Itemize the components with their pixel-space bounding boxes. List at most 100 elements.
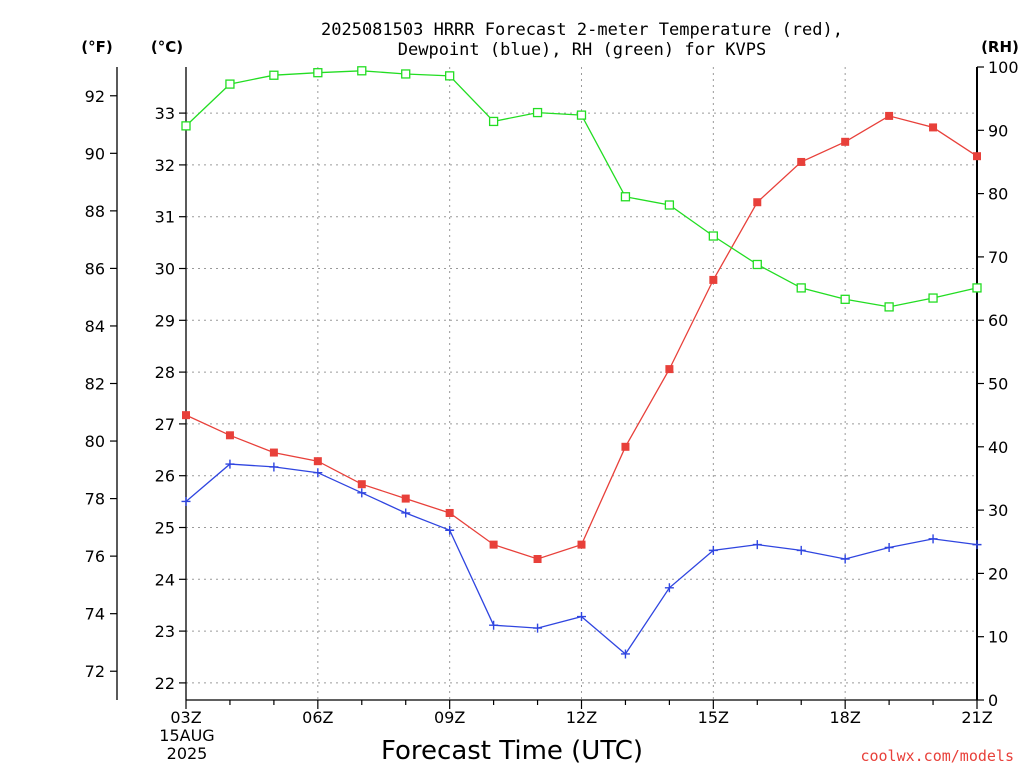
celsius-tick-label: 32 — [155, 156, 175, 175]
temperature-point — [797, 157, 806, 166]
celsius-unit-label: (°C) — [151, 38, 183, 56]
rh-point — [488, 116, 499, 127]
celsius-tick-label: 28 — [155, 363, 175, 382]
dewpoint-point — [884, 543, 894, 553]
celsius-tick-label: 24 — [155, 570, 175, 589]
x-tick-label: 21Z — [961, 708, 992, 727]
rh-tick-label: 80 — [988, 185, 1008, 204]
rh-tick-label: 40 — [988, 438, 1008, 457]
x-tick-label: 03Z — [170, 708, 201, 727]
rh-tick-label: 10 — [988, 628, 1008, 647]
rh-point — [269, 70, 279, 80]
dewpoint-point — [401, 508, 411, 518]
rh-point — [181, 121, 191, 131]
rh-point — [532, 107, 543, 118]
fahrenheit-tick-label: 86 — [85, 259, 105, 278]
temperature-point — [709, 275, 718, 284]
rh-point — [313, 68, 323, 78]
rh-point — [928, 293, 938, 303]
rh-tick-label: 0 — [988, 691, 998, 710]
fahrenheit-tick-label: 88 — [85, 202, 105, 221]
chart-title-line2: Dewpoint (blue), RH (green) for KVPS — [398, 40, 766, 60]
temperature-point — [533, 555, 542, 564]
dewpoint-point — [533, 623, 543, 633]
x-axis-label: Forecast Time (UTC) — [381, 736, 643, 766]
rh-point — [840, 294, 850, 304]
celsius-tick-label: 31 — [155, 208, 175, 227]
x-tick-label: 15Z — [698, 708, 729, 727]
axes-layer: 72 74 76 78 80 82 84 86 88 90 92 22 23 24 25 26 27 28 29 30… — [85, 58, 1019, 727]
dewpoint-point — [357, 488, 367, 498]
series-layer — [181, 66, 982, 659]
rh-point — [225, 79, 235, 89]
dewpoint-point — [796, 545, 806, 555]
x-tick-label: 06Z — [302, 708, 333, 727]
celsius-tick-label: 30 — [155, 260, 175, 279]
rh-point — [972, 283, 982, 293]
x-tick-label: 09Z — [434, 708, 465, 727]
fahrenheit-tick-label: 80 — [85, 432, 105, 451]
celsius-tick-label: 23 — [155, 622, 175, 641]
rh-point — [796, 283, 806, 293]
temperature-point — [269, 448, 278, 457]
fahrenheit-tick-label: 84 — [85, 317, 105, 336]
grid-layer — [186, 67, 977, 700]
temperature-point — [753, 198, 762, 207]
fahrenheit-tick-label: 74 — [85, 605, 105, 624]
fahrenheit-tick-label: 92 — [85, 87, 105, 106]
dewpoint-point — [664, 583, 674, 593]
rh-point — [884, 302, 894, 312]
rh-point — [576, 110, 587, 120]
rh-tick-label: 30 — [988, 501, 1008, 520]
temperature-point — [665, 365, 674, 374]
dewpoint-point — [445, 525, 455, 535]
rh-tick-label: 20 — [988, 564, 1008, 583]
rh-point — [664, 200, 675, 210]
x-tick-label: 12Z — [566, 708, 597, 727]
rh-tick-label: 90 — [988, 121, 1008, 140]
temperature-point — [841, 137, 850, 146]
temperature-point — [489, 540, 498, 549]
date-label-year: 2025 — [167, 744, 208, 763]
fahrenheit-tick-label: 76 — [85, 547, 105, 566]
rh-point — [620, 192, 631, 202]
celsius-tick-label: 29 — [155, 311, 175, 330]
date-label-day: 15AUG — [159, 726, 214, 745]
x-tick-label: 18Z — [830, 708, 861, 727]
celsius-tick-label: 25 — [155, 519, 175, 538]
rh-tick-label: 100 — [988, 58, 1019, 77]
chart-title-line1: 2025081503 HRRR Forecast 2-meter Tempera… — [321, 20, 843, 40]
fahrenheit-unit-label: (°F) — [81, 38, 112, 56]
dewpoint-point — [972, 540, 982, 550]
temperature-point — [357, 480, 366, 489]
celsius-tick-label: 22 — [155, 674, 175, 693]
celsius-tick-label: 26 — [155, 467, 175, 486]
dewpoint-point — [489, 620, 499, 630]
rh-point — [752, 259, 762, 270]
dewpoint-point — [577, 612, 586, 622]
temperature-point — [182, 411, 190, 420]
rh-point — [357, 66, 367, 76]
dewpoint-point — [181, 496, 191, 506]
rh-tick-label: 70 — [988, 248, 1008, 267]
celsius-tick-label: 33 — [155, 104, 175, 123]
fahrenheit-tick-label: 90 — [85, 144, 105, 163]
dewpoint-point — [225, 459, 235, 469]
temperature-point — [313, 457, 322, 466]
temperature-point — [973, 152, 981, 161]
fahrenheit-tick-label: 82 — [85, 375, 105, 394]
dewpoint-point — [928, 534, 938, 544]
temperature-point — [577, 540, 586, 549]
dewpoint-point — [752, 540, 762, 550]
credit-link[interactable]: coolwx.com/models — [860, 747, 1014, 765]
celsius-tick-label: 27 — [155, 415, 175, 434]
temperature-point — [929, 123, 938, 132]
temperature-point — [401, 494, 410, 503]
fahrenheit-tick-label: 72 — [85, 662, 105, 681]
rh-unit-label: (RH) — [981, 38, 1019, 56]
temperature-point — [445, 508, 454, 517]
dewpoint-point — [840, 554, 850, 564]
rh-point — [445, 71, 455, 81]
